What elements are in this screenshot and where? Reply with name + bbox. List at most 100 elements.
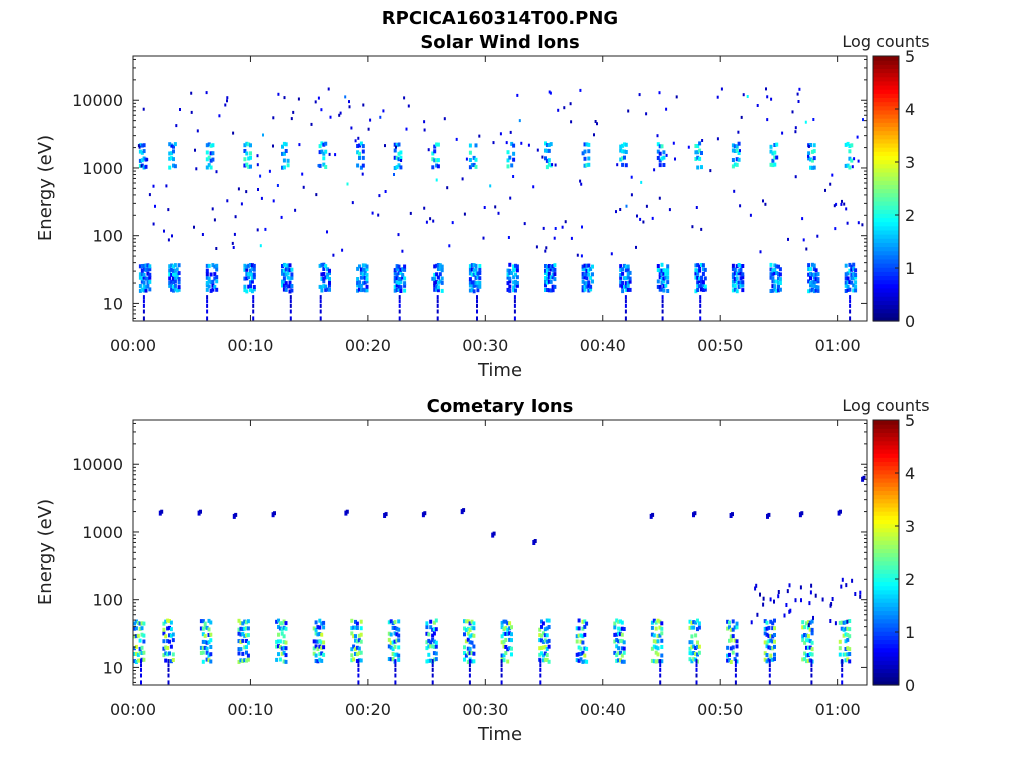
spectrogram-cell bbox=[401, 275, 405, 280]
spectrogram-cell bbox=[541, 621, 545, 626]
spectrogram-cell bbox=[771, 276, 775, 281]
spectrogram-cell bbox=[733, 144, 737, 149]
spectrogram-cell bbox=[215, 170, 218, 174]
spectrogram-cell bbox=[506, 275, 510, 280]
spectrogram-cell bbox=[786, 589, 789, 594]
spectrogram-cell bbox=[286, 158, 290, 163]
colorbar-swatch bbox=[873, 664, 899, 670]
spectrogram-cell bbox=[510, 163, 514, 168]
spectrogram-cell bbox=[739, 271, 743, 276]
spectrogram-cell bbox=[278, 657, 282, 662]
spectrogram-cell bbox=[810, 280, 814, 285]
spectrogram-cell bbox=[436, 275, 440, 280]
spectrogram-cell bbox=[545, 288, 549, 292]
spectrogram-cell bbox=[506, 647, 510, 652]
colorbar-swatch bbox=[873, 457, 899, 463]
spectrogram-cell bbox=[844, 652, 848, 657]
spectrogram-cell bbox=[440, 288, 444, 293]
colorbar-swatch bbox=[873, 453, 899, 458]
spectrogram-cell bbox=[696, 618, 699, 623]
spectrogram-cell bbox=[436, 299, 439, 304]
spectrogram-cell bbox=[841, 673, 844, 678]
spectrogram-cell bbox=[812, 118, 815, 121]
spectrogram-cell bbox=[585, 263, 589, 268]
spectrogram-cell bbox=[433, 264, 437, 269]
spectrogram-cell bbox=[662, 150, 666, 155]
spectrogram-cell bbox=[431, 157, 435, 162]
spectrogram-cell bbox=[226, 99, 228, 103]
spectrogram-cell bbox=[463, 619, 466, 624]
spectrogram-cell bbox=[739, 283, 743, 288]
spectrogram-cell bbox=[500, 653, 504, 658]
spectrogram-cell bbox=[616, 163, 619, 167]
spectrogram-cell bbox=[652, 618, 656, 623]
spectrogram-cell bbox=[510, 638, 513, 643]
spectrogram-cell bbox=[849, 299, 852, 304]
spectrogram-cell bbox=[624, 281, 628, 286]
spectrogram-cell bbox=[849, 309, 852, 314]
spectrogram-cell bbox=[844, 283, 848, 288]
spectrogram-cell bbox=[771, 657, 775, 662]
spectrogram-cell bbox=[397, 645, 401, 650]
spectrogram-cell bbox=[284, 640, 288, 645]
spectrogram-cell bbox=[814, 279, 818, 284]
spectrogram-cell bbox=[803, 657, 807, 662]
spectrogram-cell bbox=[245, 645, 248, 650]
spectrogram-cell bbox=[466, 626, 470, 631]
colorbar-swatch bbox=[873, 89, 899, 94]
spectrogram-cell bbox=[810, 272, 814, 277]
spectrogram-cell bbox=[393, 166, 397, 170]
spectrogram-cell bbox=[842, 633, 846, 638]
spectrogram-cell bbox=[365, 284, 369, 289]
spectrogram-cell bbox=[177, 271, 181, 276]
spectrogram-cell bbox=[398, 295, 401, 300]
spectrogram-cell bbox=[384, 190, 387, 193]
colorbar-swatch bbox=[873, 672, 899, 678]
colorbar-swatch bbox=[873, 263, 899, 268]
spectrogram-cell bbox=[532, 185, 535, 189]
spectrogram-cell bbox=[624, 295, 627, 300]
spectrogram-cell bbox=[245, 626, 248, 631]
colorbar-swatch bbox=[873, 68, 899, 74]
spectrogram-cell bbox=[354, 139, 357, 143]
spectrogram-cell bbox=[476, 316, 478, 321]
spectrogram-cell bbox=[626, 280, 630, 285]
spectrogram-cell bbox=[692, 657, 696, 662]
spectrogram-cell bbox=[756, 612, 759, 617]
spectrogram-cell bbox=[658, 196, 661, 200]
spectrogram-cell bbox=[581, 634, 585, 639]
spectrogram-cell bbox=[805, 247, 808, 251]
spectrogram-cell bbox=[363, 280, 367, 285]
spectrogram-cell bbox=[731, 158, 735, 162]
spectrogram-cell bbox=[170, 156, 174, 161]
spectrogram-cell bbox=[356, 163, 360, 168]
spectrogram-cell bbox=[357, 638, 361, 643]
colorbar-swatch bbox=[873, 531, 899, 537]
spectrogram-cell bbox=[339, 111, 342, 115]
spectrogram-cell bbox=[324, 165, 328, 169]
spectrogram-cell bbox=[541, 653, 545, 658]
spectrogram-cell bbox=[508, 268, 512, 273]
spectrogram-cell bbox=[397, 233, 400, 237]
spectrogram-cell bbox=[247, 284, 251, 289]
spectrogram-cell bbox=[282, 634, 286, 639]
spectrogram-cell bbox=[700, 275, 703, 280]
spectrogram-cell bbox=[510, 652, 513, 657]
spectrogram-cell bbox=[856, 135, 859, 139]
spectrogram-cell bbox=[703, 287, 707, 292]
spectrogram-cell bbox=[576, 253, 579, 257]
spectrogram-cell bbox=[700, 165, 703, 170]
colorbar-swatch bbox=[873, 515, 899, 520]
spectrogram-cell bbox=[440, 264, 444, 269]
spectrogram-cell bbox=[766, 95, 769, 99]
spectrogram-cell bbox=[172, 276, 175, 281]
spectrogram-cell bbox=[320, 262, 324, 267]
spectrogram-cell bbox=[735, 280, 739, 285]
spectrogram-cell bbox=[587, 280, 591, 285]
spectrogram-cell bbox=[275, 619, 279, 624]
spectrogram-cell bbox=[852, 288, 856, 293]
spectrogram-cell bbox=[735, 644, 739, 649]
spectrogram-cell bbox=[538, 638, 542, 643]
spectrogram-cell bbox=[288, 263, 292, 268]
spectrogram-cell bbox=[850, 276, 854, 280]
